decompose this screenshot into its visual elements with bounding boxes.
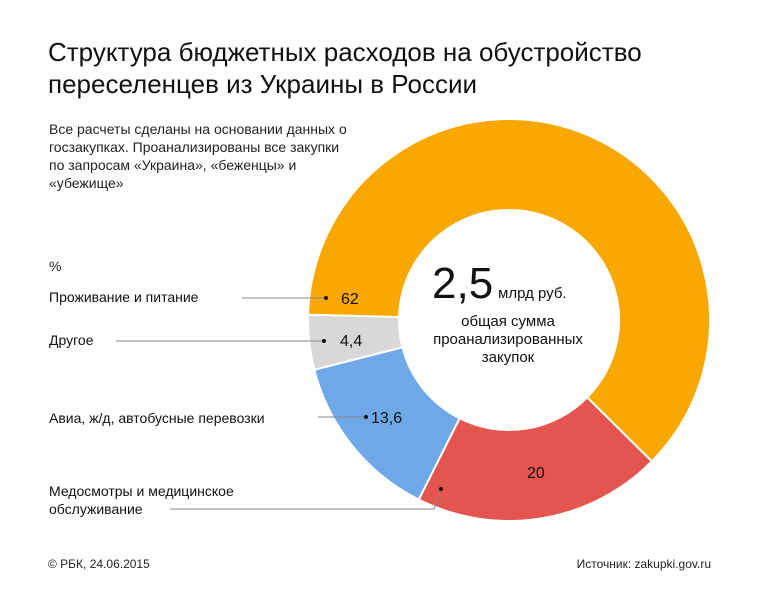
total-caption-line3: закупок <box>482 349 535 366</box>
leader-line-medical <box>170 488 442 510</box>
source: Источник: zakupki.gov.ru <box>576 557 711 571</box>
leader-dot-transport <box>364 415 368 419</box>
copyright: © РБК, 24.06.2015 <box>48 557 150 571</box>
total-value: 2,5 <box>432 259 493 308</box>
total-unit: млрд руб. <box>498 285 567 302</box>
legend-label-housing: Проживание и питание <box>49 289 199 305</box>
legend-label-medical: Медосмотры и медицинское обслуживание <box>49 483 234 517</box>
donut-slice-housing <box>307 118 711 463</box>
leader-dot-medical <box>439 487 443 491</box>
leader-dot-other <box>322 339 326 343</box>
legend-label-transport: Авиа, ж/д, автобусные перевозки <box>49 410 265 426</box>
unit-label: % <box>49 258 62 274</box>
donut-slice-other <box>307 313 404 371</box>
chart-description: Все расчеты сделаны на основании данных … <box>49 121 347 191</box>
total-caption-line2: проанализированных <box>433 331 583 348</box>
total-caption-line1: общая сумма <box>461 313 555 330</box>
leader-dot-housing <box>324 296 328 300</box>
value-label-transport: 13,6 <box>371 410 402 427</box>
donut-slice-medical <box>417 395 654 522</box>
value-label-housing: 62 <box>341 291 359 308</box>
legend-label-other: Другое <box>49 332 94 348</box>
value-label-medical: 20 <box>527 465 545 482</box>
value-label-other: 4,4 <box>340 333 362 350</box>
chart-title: Структура бюджетных расходов на обустрой… <box>48 37 642 99</box>
